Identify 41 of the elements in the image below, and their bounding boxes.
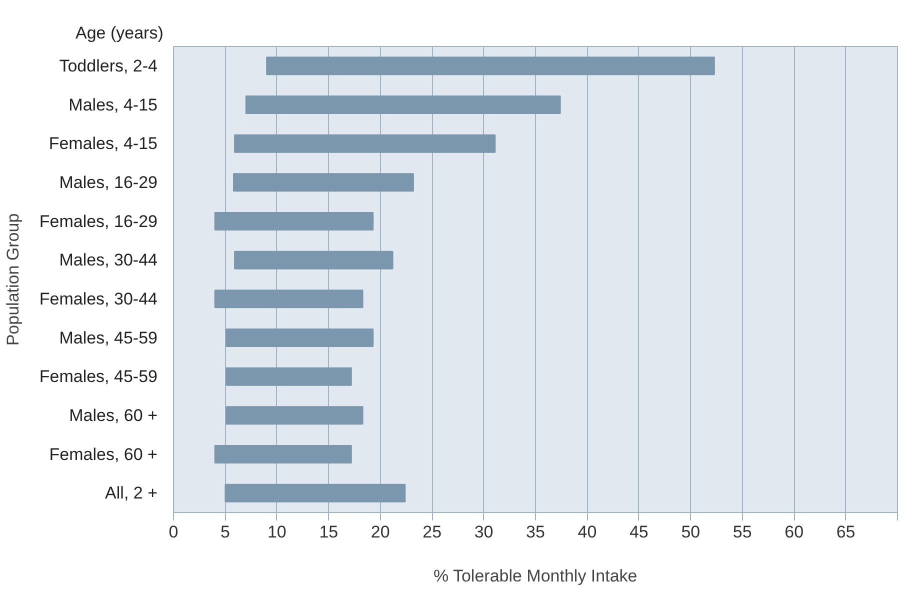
y-tick-label: Males, 4-15 — [68, 95, 158, 114]
x-tick-label: 65 — [836, 522, 856, 542]
x-tick-label: 45 — [629, 522, 648, 542]
bar — [214, 445, 352, 464]
y-tick-label: Males, 30-44 — [59, 250, 158, 270]
y-tick-label: Females, 4-15 — [48, 134, 158, 154]
x-tick-label: 55 — [732, 522, 752, 542]
y-tick-label: Males, 16-29 — [59, 172, 158, 192]
bar — [232, 173, 414, 192]
bar — [266, 56, 715, 76]
x-tick-label: 10 — [267, 522, 286, 542]
x-tick-label: 20 — [370, 522, 390, 542]
y-tick-label: Males, 60 + — [69, 406, 158, 425]
bar — [226, 328, 374, 347]
bar — [245, 96, 561, 114]
x-tick-label: 25 — [422, 522, 442, 542]
y-tick-label: All, 2 + — [105, 484, 158, 503]
bar — [234, 134, 496, 153]
y-tick-label: Females, 30-44 — [39, 289, 158, 308]
x-tick-label: 30 — [474, 522, 494, 542]
y-tick-label: Females, 45-59 — [39, 367, 158, 386]
y-tick-label: Females, 60 + — [49, 444, 158, 464]
text: Age (years) — [76, 24, 164, 42]
x-tick-label: 15 — [319, 522, 338, 542]
x-tick-label: 35 — [526, 522, 545, 542]
x-tick-label: 40 — [578, 522, 597, 542]
x-tick-label: 60 — [784, 522, 804, 542]
y-tick-label: Toddlers, 2-4 — [59, 56, 158, 76]
y-tick-label: Females, 16-29 — [39, 212, 158, 231]
y-axis-title: Population Group — [3, 213, 22, 346]
bar — [214, 290, 364, 308]
x-tick-label: 0 — [168, 522, 178, 542]
x-tick-label: 50 — [681, 522, 700, 542]
y-tick-label: Males, 45-59 — [59, 328, 158, 348]
bar — [226, 406, 364, 425]
bar — [214, 212, 374, 230]
bar — [224, 484, 406, 502]
bar — [226, 367, 352, 386]
x-axis-title: % Tolerable Monthly Intake — [433, 566, 638, 586]
x-tick-label: 5 — [220, 522, 230, 542]
bar — [234, 250, 394, 270]
